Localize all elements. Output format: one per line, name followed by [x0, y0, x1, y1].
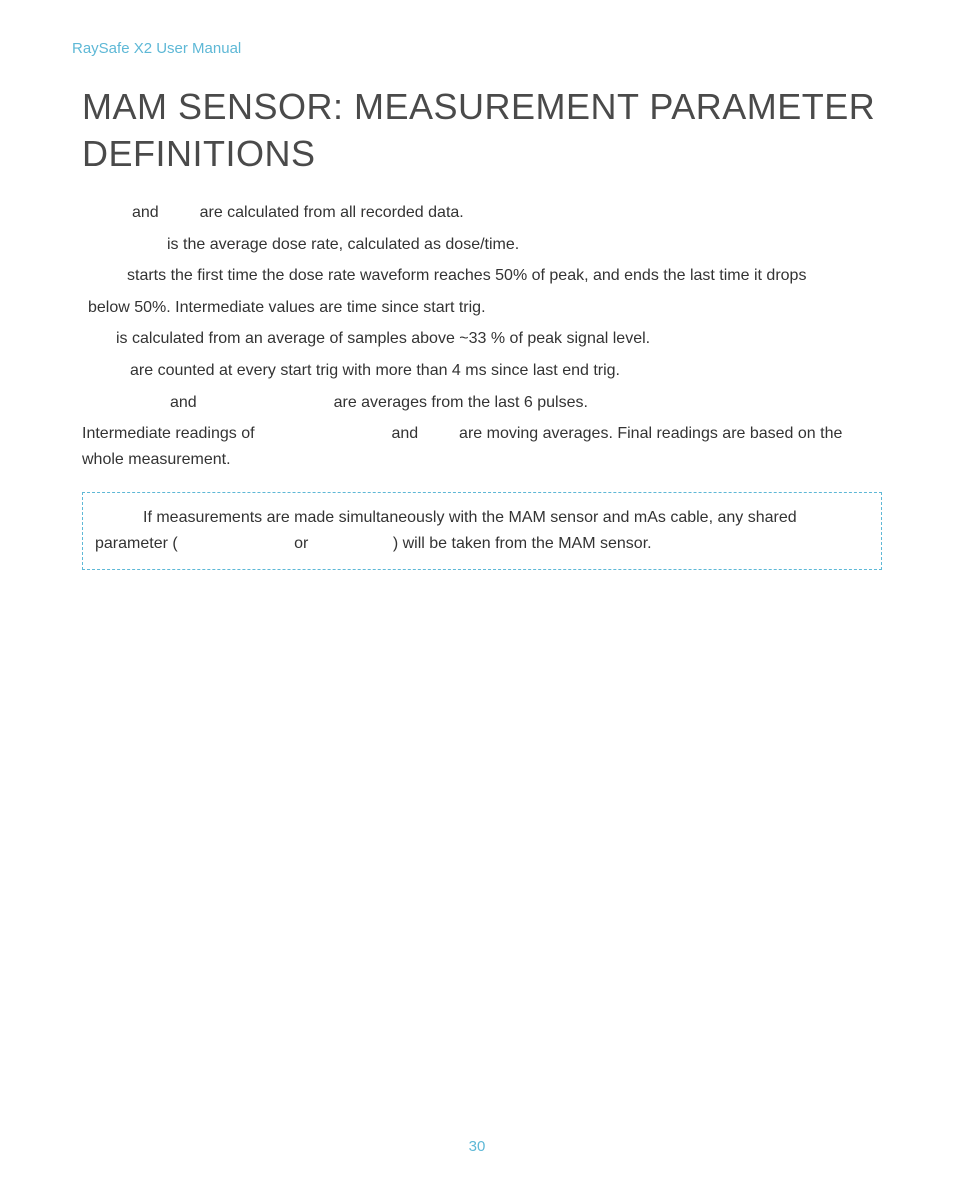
p4-text: is calculated from an average of samples…	[116, 330, 650, 347]
paragraph-2: is the average dose rate, calculated as …	[82, 232, 882, 258]
content-body: and xxxx are calculated from all recorde…	[82, 200, 882, 570]
paragraph-7: Intermediate readings of xxxxxxxxxxxxxxx…	[82, 421, 882, 472]
p6-and: and	[170, 394, 201, 411]
header-text: RaySafe X2 User Manual	[72, 40, 241, 57]
paragraph-4: is calculated from an average of samples…	[82, 326, 882, 352]
title-text: MAM SENSOR: MEASUREMENT PARAMETER DEFINI…	[82, 86, 875, 174]
note-line1-text: If measurements are made simultaneously …	[143, 509, 797, 526]
note-box: If measurements are made simultaneously …	[82, 492, 882, 569]
paragraph-6: and xxxxxxxxxxxxxxxx are averages from t…	[82, 390, 882, 416]
p3a-text: starts the first time the dose rate wave…	[127, 267, 806, 284]
document-header: RaySafe X2 User Manual	[72, 40, 241, 57]
paragraph-3b: below 50%. Intermediate values are time …	[82, 295, 882, 321]
p3b-text: below 50%. Intermediate values are time …	[88, 299, 486, 316]
paragraph-5: are counted at every start trig with mor…	[82, 358, 882, 384]
p7-b: and	[387, 425, 423, 442]
paragraph-1: and xxxx are calculated from all recorde…	[82, 200, 882, 226]
p2-text: is the average dose rate, calculated as …	[167, 236, 519, 253]
note-line1: If measurements are made simultaneously …	[93, 505, 871, 531]
note-line2-a: parameter (	[95, 535, 178, 552]
note-line2: parameter (xxxxxxxxxxxxxx or xxxxxxxxxx)…	[93, 531, 871, 557]
page-number: 30	[0, 1138, 954, 1155]
p6-rest: are averages from the last 6 pulses.	[329, 394, 588, 411]
note-line2-c: ) will be taken from the MAM sensor.	[393, 535, 652, 552]
p1-and: and	[132, 204, 163, 221]
page-number-text: 30	[469, 1138, 486, 1155]
page-title: MAM SENSOR: MEASUREMENT PARAMETER DEFINI…	[82, 84, 882, 178]
p1-rest: are calculated from all recorded data.	[195, 204, 464, 221]
paragraph-3a: starts the first time the dose rate wave…	[82, 263, 882, 289]
p5-text: are counted at every start trig with mor…	[130, 362, 620, 379]
p7-a: Intermediate readings of	[82, 425, 259, 442]
note-line2-b: or	[290, 535, 313, 552]
